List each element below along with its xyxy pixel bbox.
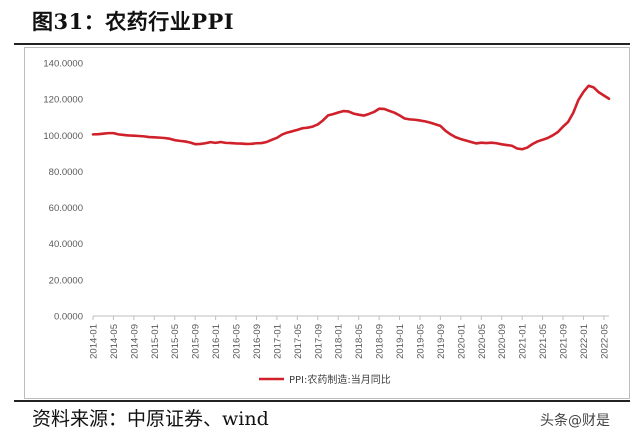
x-tick-label: 2015-01: [150, 324, 161, 359]
chart-frame: 0.0000 20.0000 40.0000 60.0000 80.0000 100.00…: [24, 47, 630, 399]
y-tick-label: 100.0000: [43, 131, 83, 142]
watermark: 头条@财是: [540, 413, 610, 429]
x-tick-label: 2021-05: [538, 324, 549, 359]
x-tick-label: 2016-01: [211, 324, 222, 359]
title-underline: [14, 43, 630, 45]
y-tick-label: 20.0000: [49, 275, 83, 286]
y-tick-label: 60.0000: [49, 203, 83, 214]
source-rule: [14, 400, 630, 402]
x-tick-label: 2022-05: [599, 324, 610, 359]
y-tick-label: 40.0000: [49, 239, 83, 250]
x-tick-label: 2018-01: [334, 324, 345, 359]
x-tick-label: 2020-09: [497, 324, 508, 359]
source-note: 资料来源：中原证券、wind: [32, 408, 269, 430]
x-tick-label: 2017-09: [313, 324, 324, 359]
x-tick-label: 2019-05: [415, 324, 426, 359]
y-tick-label: 80.0000: [49, 167, 83, 178]
x-tick-label: 2016-05: [232, 324, 243, 359]
x-tick-label: 2019-09: [436, 324, 447, 359]
x-tick-label: 2018-05: [354, 324, 365, 359]
x-tick-label: 2014-01: [89, 324, 100, 359]
line-chart: 0.0000 20.0000 40.0000 60.0000 80.0000 100.00…: [43, 59, 611, 387]
x-tick-label: 2019-01: [395, 324, 406, 359]
x-tick-label: 2017-01: [272, 324, 283, 359]
x-tick-label: 2014-05: [109, 324, 120, 359]
x-tick-label: 2015-05: [170, 324, 181, 359]
x-tick-label: 2022-01: [579, 324, 590, 359]
y-tick-label: 0.0000: [54, 312, 83, 323]
x-tick-label: 2020-01: [456, 324, 467, 359]
legend-label: PPI:农药制造:当月同比: [289, 373, 391, 386]
x-tick-label: 2015-09: [191, 324, 202, 359]
figure-title: 图31：农药行业PPI: [32, 9, 235, 34]
x-tick-label: 2021-09: [559, 324, 570, 359]
x-tick-label: 2017-05: [293, 324, 304, 359]
y-tick-label: 140.0000: [43, 59, 83, 70]
x-tick-label: 2020-05: [477, 324, 488, 359]
x-tick-label: 2018-09: [375, 324, 386, 359]
y-tick-label: 120.0000: [43, 95, 83, 106]
x-tick-label: 2021-01: [518, 324, 529, 359]
x-tick-label: 2014-09: [129, 324, 140, 359]
series-line: [91, 84, 611, 151]
x-tick-label: 2016-09: [252, 324, 263, 359]
